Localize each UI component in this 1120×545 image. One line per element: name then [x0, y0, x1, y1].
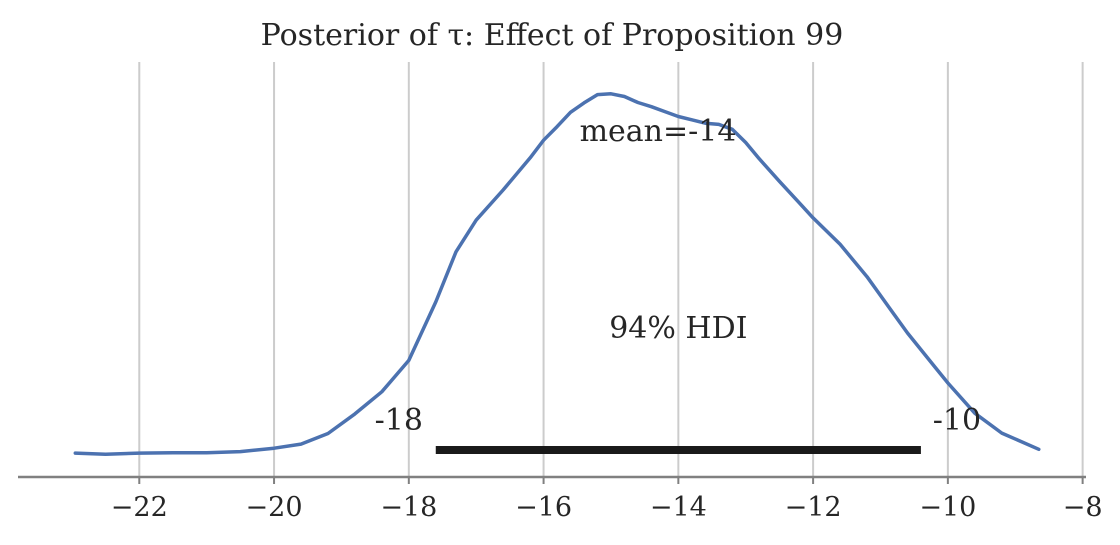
hdi-low-label: -18: [375, 403, 423, 438]
hdi-label: 94% HDI: [609, 311, 747, 346]
x-tick-label: −18: [380, 492, 437, 523]
x-tick-label: −14: [650, 492, 707, 523]
grid-lines: [138, 62, 1084, 477]
x-tick-label: −12: [785, 492, 842, 523]
x-tick-label: −20: [246, 492, 303, 523]
x-tick-label: −10: [919, 492, 976, 523]
chart-title: Posterior of τ: Effect of Proposition 99: [261, 18, 844, 53]
x-axis-ticks: −22 −20 −18 −16 −14 −12 −10 −8: [111, 477, 1103, 523]
hdi-high-label: -10: [933, 403, 981, 438]
x-tick-label: −22: [111, 492, 168, 523]
density-line: [73, 92, 1041, 456]
x-tick-label: −8: [1063, 492, 1103, 523]
x-tick-label: −16: [515, 492, 572, 523]
mean-label: mean=-14: [580, 114, 737, 149]
